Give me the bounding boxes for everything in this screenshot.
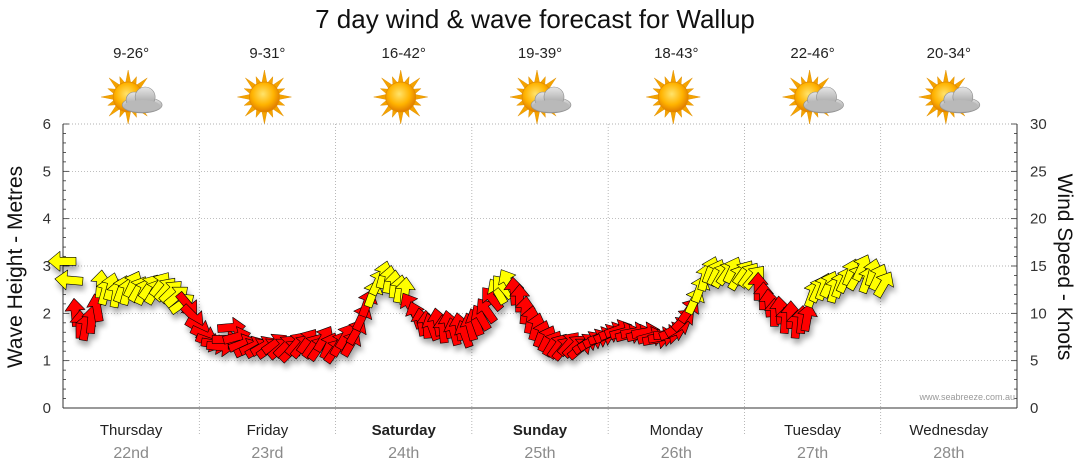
right-tick-label: 0	[1030, 400, 1038, 417]
sun-ray	[646, 94, 660, 100]
cloud-shape	[530, 86, 572, 114]
sun-ray	[806, 69, 813, 84]
left-tick-label: 3	[43, 258, 51, 275]
sun-rays	[237, 69, 292, 125]
cloud-shape	[939, 86, 981, 114]
temperature-label: 18-43°	[654, 45, 698, 62]
sun-ray	[261, 69, 268, 84]
temperature-label: 16-42°	[382, 45, 426, 62]
right-axis-ticks: 0 5 10 15 20 25 30	[1030, 116, 1047, 417]
left-tick-label: 5	[43, 163, 51, 180]
wind-arrow	[54, 269, 84, 291]
cloud-shape	[121, 86, 163, 114]
day-name: Tuesday	[784, 422, 841, 439]
wind-arrows	[47, 250, 894, 365]
sun-rays	[373, 69, 428, 125]
left-tick-label: 1	[43, 353, 51, 370]
sun-ray	[125, 110, 131, 125]
right-tick-label: 30	[1030, 116, 1047, 133]
sun-ray	[237, 94, 251, 100]
sun-ray	[125, 69, 131, 84]
left-axis-label: Wave Height - Metres	[4, 166, 27, 368]
day-name: Monday	[650, 422, 704, 439]
day-name: Thursday	[100, 422, 163, 439]
temperature-label: 19-39°	[518, 45, 562, 62]
partly-cloudy-icon	[782, 69, 844, 125]
temperature-label: 20-34°	[927, 45, 971, 62]
right-tick-label: 15	[1030, 258, 1047, 275]
partly-cloudy-icon	[101, 69, 163, 125]
sun-disc	[385, 81, 417, 113]
temperature-label: 22-46°	[790, 45, 834, 62]
left-tick-label: 2	[43, 305, 51, 322]
right-axis-label: Wind Speed - Knots	[1053, 174, 1076, 361]
sun-ray	[943, 69, 949, 84]
day-name: Friday	[247, 422, 289, 439]
temperature-label: 9-26°	[113, 45, 149, 62]
right-tick-label: 10	[1030, 305, 1047, 322]
sun-ray	[687, 94, 701, 100]
day-date: 24th	[388, 445, 419, 462]
partly-cloudy-icon	[509, 69, 572, 125]
sun-disc	[249, 81, 280, 113]
right-tick-label: 20	[1030, 211, 1047, 228]
wind-arrow	[747, 271, 769, 301]
day-date: 23rd	[251, 445, 283, 462]
sun-ray	[782, 94, 796, 100]
day-name: Wednesday	[909, 422, 988, 439]
sun-ray	[509, 94, 524, 100]
sun-ray	[261, 110, 268, 125]
sun-ray	[534, 110, 540, 125]
sun-ray	[101, 94, 115, 100]
wind-arrow	[47, 250, 77, 272]
right-tick-label: 25	[1030, 163, 1047, 180]
weather-icons	[101, 69, 981, 125]
sunny-icon	[646, 69, 701, 125]
sunny-icon	[373, 69, 428, 125]
credit-text: www.seabreeze.com.au	[918, 392, 1015, 402]
cloud-fill	[533, 100, 569, 112]
chart-title: 7 day wind & wave forecast for Wallup	[315, 4, 755, 34]
wind-arrow	[797, 303, 818, 332]
sun-ray	[373, 94, 387, 100]
cloud-fill	[941, 100, 978, 112]
sun-ray	[943, 110, 949, 125]
sun-ray	[397, 110, 404, 125]
sunny-icon	[237, 69, 292, 125]
sun-ray	[670, 110, 677, 125]
cloud-fill	[124, 100, 161, 112]
partly-cloudy-icon	[918, 69, 981, 125]
day-date: 28th	[933, 445, 964, 462]
sun-ray	[397, 69, 404, 84]
left-tick-label: 0	[43, 400, 51, 417]
temperature-labels: 9-26° 9-31° 16-42° 19-39° 18-43° 22-46° 20-34°	[113, 45, 971, 62]
sun-ray	[670, 69, 677, 84]
wind-arrow	[509, 283, 530, 313]
day-name: Saturday	[372, 422, 437, 439]
left-tick-label: 6	[43, 116, 51, 133]
day-date: 22nd	[113, 445, 149, 462]
right-tick-label: 5	[1030, 353, 1038, 370]
left-tick-label: 4	[43, 211, 51, 228]
temperature-label: 9-31°	[249, 45, 285, 62]
cloud-fill	[805, 100, 842, 112]
sun-ray	[918, 94, 933, 100]
sun-ray	[278, 94, 292, 100]
wind-arrow	[873, 271, 894, 299]
sun-disc	[657, 81, 689, 113]
sun-ray	[806, 110, 813, 125]
day-labels: Thursday 22nd Friday 23rd Saturday 24th Sunday…	[100, 422, 989, 462]
day-date: 26th	[661, 445, 692, 462]
left-axis-ticks: 0 1 2 3 4 5 6	[43, 116, 51, 417]
sun-ray	[414, 94, 428, 100]
day-date: 25th	[524, 445, 555, 462]
sun-ray	[534, 69, 540, 84]
day-date: 27th	[797, 445, 828, 462]
day-name: Sunday	[513, 422, 568, 439]
cloud-shape	[803, 86, 844, 114]
